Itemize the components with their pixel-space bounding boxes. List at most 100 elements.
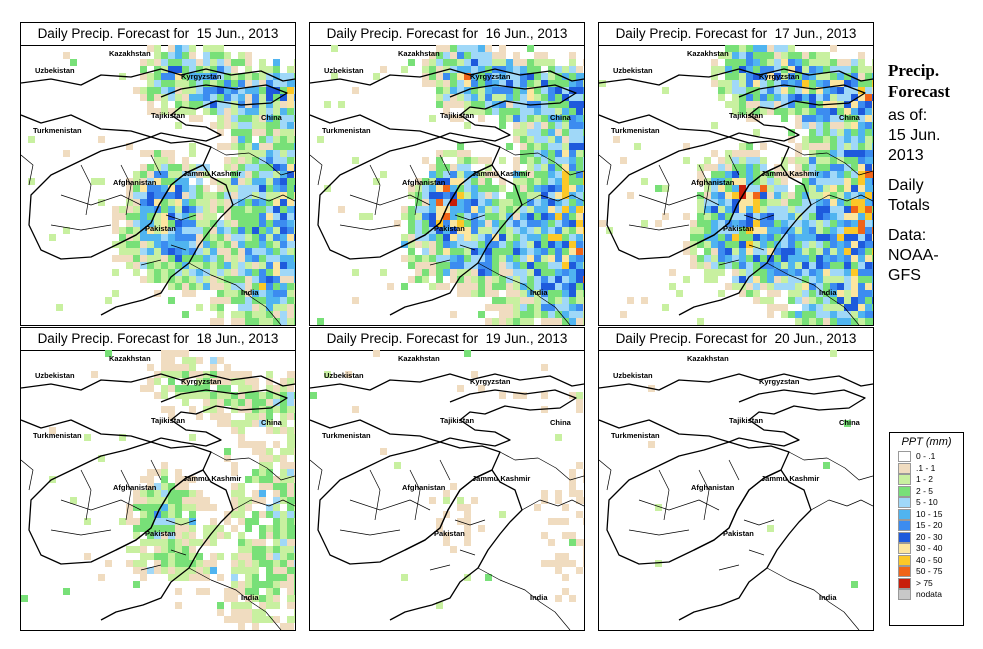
legend-item: 30 - 40: [890, 543, 963, 555]
precip-map-canvas: [310, 350, 584, 630]
legend-label: 15 - 20: [916, 520, 943, 530]
country-label-kyrgyzstan: Kyrgyzstan: [759, 72, 800, 81]
country-label-kazakhstan: Kazakhstan: [109, 354, 151, 363]
country-label-kazakhstan: Kazakhstan: [109, 49, 151, 58]
country-label-kyrgyzstan: Kyrgyzstan: [470, 377, 511, 386]
daily-line1: Daily: [888, 177, 924, 194]
country-label-india: India: [530, 593, 548, 602]
country-label-uzbekistan: Uzbekistan: [324, 371, 364, 380]
country-label-jammu-kashmir: Jammu Kashmir: [183, 474, 242, 483]
legend-item: nodata: [890, 589, 963, 601]
country-label-india: India: [819, 288, 837, 297]
legend-item: 10 - 15: [890, 508, 963, 521]
country-label-afghanistan: Afghanistan: [113, 178, 157, 187]
precip-map: Kazakhstan Uzbekistan Kyrgyzstan Tajikistan…: [21, 350, 295, 630]
legend-label: 5 - 10: [916, 497, 938, 507]
country-label-kazakhstan: Kazakhstan: [687, 354, 729, 363]
precip-map: Kazakhstan Uzbekistan Kyrgyzstan Tajikistan…: [310, 45, 584, 325]
precip-map-canvas: [310, 45, 584, 325]
legend-label: .1 - 1: [916, 462, 936, 473]
daily-line2: Totals: [888, 197, 930, 214]
country-label-china: China: [839, 113, 860, 122]
country-label-uzbekistan: Uzbekistan: [613, 371, 653, 380]
country-label-china: China: [839, 418, 860, 427]
country-label-turkmenistan: Turkmenistan: [33, 126, 82, 135]
country-label-jammu-kashmir: Jammu Kashmir: [472, 169, 531, 178]
country-label-uzbekistan: Uzbekistan: [35, 371, 75, 380]
legend-item: 0 - .1: [890, 451, 963, 463]
country-label-afghanistan: Afghanistan: [402, 178, 446, 187]
legend-label: 1 - 2: [916, 474, 934, 484]
country-label-kyrgyzstan: Kyrgyzstan: [759, 377, 800, 386]
legend-swatch: [898, 462, 911, 474]
side-title-line2: Forecast: [888, 82, 950, 101]
forecast-panel: Daily Precip. Forecast for 17 Jun., 2013…: [598, 22, 874, 326]
legend-swatch: [898, 474, 911, 485]
country-label-kyrgyzstan: Kyrgyzstan: [181, 72, 222, 81]
forecast-panel: Daily Precip. Forecast for 15 Jun., 2013…: [20, 22, 296, 326]
legend-label: > 75: [916, 577, 933, 588]
country-label-uzbekistan: Uzbekistan: [324, 66, 364, 75]
legend-item: 20 - 30: [890, 531, 963, 544]
country-label-uzbekistan: Uzbekistan: [613, 66, 653, 75]
data-line2: NOAA-: [888, 247, 939, 264]
precip-map: Kazakhstan Uzbekistan Kyrgyzstan Tajikistan…: [310, 350, 584, 630]
precip-map-canvas: [599, 350, 873, 630]
forecast-panel: Daily Precip. Forecast for 18 Jun., 2013…: [20, 327, 296, 631]
country-label-china: China: [550, 418, 571, 427]
country-label-tajikistan: Tajikistan: [729, 111, 764, 120]
country-label-uzbekistan: Uzbekistan: [35, 66, 75, 75]
panel-title: Daily Precip. Forecast for 18 Jun., 2013: [21, 328, 295, 351]
legend-label: 40 - 50: [916, 554, 943, 565]
country-label-tajikistan: Tajikistan: [440, 111, 475, 120]
legend-label: 2 - 5: [916, 485, 934, 496]
legend-item: .1 - 1: [890, 462, 963, 475]
country-label-turkmenistan: Turkmenistan: [322, 126, 371, 135]
country-label-turkmenistan: Turkmenistan: [33, 431, 82, 440]
legend-label: nodata: [916, 589, 942, 599]
country-label-kazakhstan: Kazakhstan: [398, 354, 440, 363]
country-label-afghanistan: Afghanistan: [113, 483, 157, 492]
legend-item: 15 - 20: [890, 520, 963, 532]
precip-field: [21, 350, 295, 630]
country-label-kazakhstan: Kazakhstan: [687, 49, 729, 58]
asof-line1: as of:: [888, 107, 928, 124]
panel-title: Daily Precip. Forecast for 17 Jun., 2013: [599, 23, 873, 46]
country-label-turkmenistan: Turkmenistan: [611, 126, 660, 135]
country-label-india: India: [241, 288, 259, 297]
legend-swatch: [898, 520, 911, 531]
country-label-tajikistan: Tajikistan: [151, 111, 186, 120]
country-label-turkmenistan: Turkmenistan: [322, 431, 371, 440]
country-label-afghanistan: Afghanistan: [691, 178, 735, 187]
country-label-kyrgyzstan: Kyrgyzstan: [181, 377, 222, 386]
country-label-pakistan: Pakistan: [434, 224, 465, 233]
legend-item: 5 - 10: [890, 497, 963, 509]
country-label-jammu-kashmir: Jammu Kashmir: [761, 474, 820, 483]
country-label-jammu-kashmir: Jammu Kashmir: [183, 169, 242, 178]
country-label-pakistan: Pakistan: [723, 224, 754, 233]
panel-title: Daily Precip. Forecast for 15 Jun., 2013: [21, 23, 295, 46]
country-label-pakistan: Pakistan: [145, 224, 176, 233]
side-title-line1: Precip.: [888, 61, 940, 80]
legend-swatch: [898, 508, 911, 520]
panel-title: Daily Precip. Forecast for 16 Jun., 2013: [310, 23, 584, 46]
legend-swatch: [898, 589, 911, 600]
country-label-pakistan: Pakistan: [434, 529, 465, 538]
forecast-panel: Daily Precip. Forecast for 16 Jun., 2013…: [309, 22, 585, 326]
country-label-jammu-kashmir: Jammu Kashmir: [472, 474, 531, 483]
country-label-kyrgyzstan: Kyrgyzstan: [470, 72, 511, 81]
country-label-kazakhstan: Kazakhstan: [398, 49, 440, 58]
country-label-afghanistan: Afghanistan: [691, 483, 735, 492]
panel-title: Daily Precip. Forecast for 20 Jun., 2013: [599, 328, 873, 351]
precip-field: [317, 45, 584, 325]
side-info: Precip. Forecast as of: 15 Jun. 2013 Dai…: [888, 60, 978, 286]
legend-label: 20 - 30: [916, 531, 943, 542]
precip-field: [28, 45, 295, 325]
legend-swatch: [898, 497, 911, 508]
legend-swatch: [898, 543, 911, 554]
data-line1: Data:: [888, 227, 927, 244]
country-label-turkmenistan: Turkmenistan: [611, 431, 660, 440]
country-label-afghanistan: Afghanistan: [402, 483, 446, 492]
